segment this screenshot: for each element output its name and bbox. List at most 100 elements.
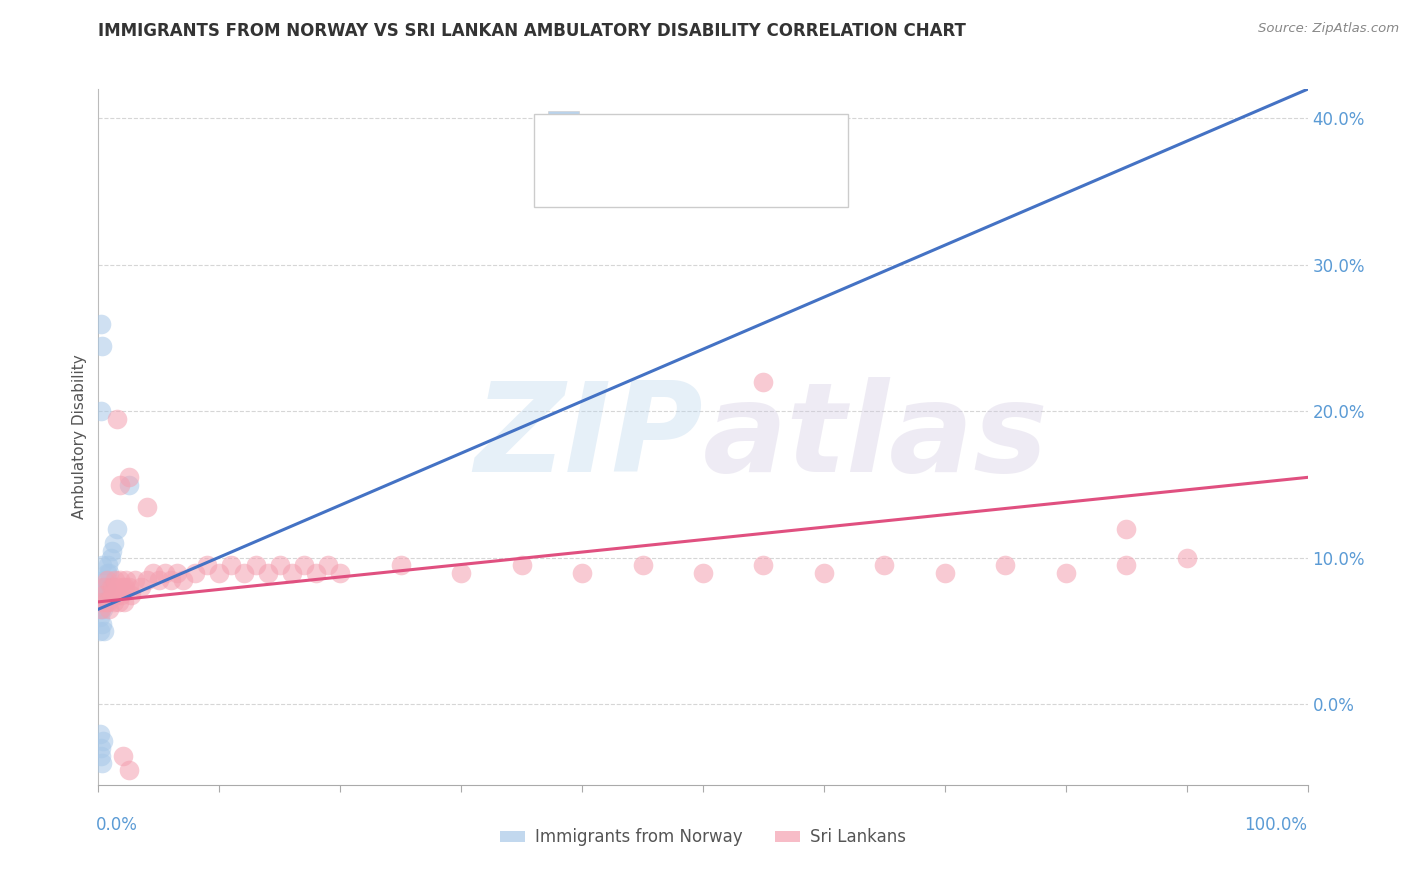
Point — [110, 588, 132, 602]
Point — [256, 566, 278, 580]
Point — [114, 580, 136, 594]
Point — [93, 624, 115, 639]
Point — [91, 595, 114, 609]
Point — [752, 375, 775, 389]
Point — [172, 573, 194, 587]
Point — [153, 566, 176, 580]
Point — [91, 580, 114, 594]
Point — [316, 558, 339, 573]
Point — [105, 411, 128, 425]
Point — [160, 573, 183, 587]
Point — [112, 595, 135, 609]
Text: R = 0.442   N = 68: R = 0.442 N = 68 — [588, 160, 772, 178]
Point — [148, 573, 170, 587]
Point — [292, 558, 315, 573]
Point — [96, 566, 118, 580]
Point — [98, 602, 121, 616]
Point — [94, 595, 117, 609]
Point — [90, 741, 112, 756]
Point — [389, 558, 412, 573]
Point — [305, 566, 328, 580]
Point — [994, 558, 1017, 573]
Point — [90, 404, 112, 418]
Point — [208, 566, 231, 580]
Point — [93, 580, 115, 594]
Text: 100.0%: 100.0% — [1244, 816, 1308, 834]
Point — [91, 558, 114, 573]
Point — [1115, 522, 1137, 536]
Point — [100, 543, 122, 558]
Point — [98, 566, 121, 580]
Point — [90, 602, 112, 616]
Point — [166, 566, 188, 580]
Point — [90, 602, 112, 616]
Point — [90, 317, 112, 331]
Point — [105, 522, 128, 536]
Point — [108, 595, 131, 609]
Point — [108, 477, 131, 491]
Point — [221, 558, 243, 573]
Point — [90, 748, 112, 763]
Point — [115, 573, 138, 587]
Point — [108, 573, 131, 587]
Point — [118, 580, 141, 594]
Point — [96, 573, 118, 587]
Y-axis label: Ambulatory Disability: Ambulatory Disability — [72, 355, 87, 519]
Point — [631, 558, 654, 573]
Point — [101, 580, 124, 594]
Point — [142, 566, 165, 580]
Point — [1054, 566, 1077, 580]
Point — [752, 558, 775, 573]
Point — [91, 602, 114, 616]
Point — [118, 477, 141, 491]
Point — [91, 588, 114, 602]
Point — [105, 588, 128, 602]
Point — [329, 566, 352, 580]
Point — [281, 566, 304, 580]
Text: ZIP: ZIP — [474, 376, 703, 498]
Point — [934, 566, 956, 580]
Point — [510, 558, 533, 573]
Point — [100, 550, 122, 565]
Point — [111, 580, 134, 594]
Point — [129, 580, 152, 594]
Point — [184, 566, 207, 580]
Point — [107, 580, 129, 594]
Text: R = 0.793   N = 28: R = 0.793 N = 28 — [588, 120, 772, 137]
Point — [245, 558, 267, 573]
Point — [89, 727, 111, 741]
Point — [269, 558, 291, 573]
Point — [89, 624, 111, 639]
Point — [100, 588, 122, 602]
Point — [91, 616, 114, 631]
Point — [94, 580, 117, 594]
Text: Source: ZipAtlas.com: Source: ZipAtlas.com — [1258, 22, 1399, 36]
Point — [103, 536, 125, 550]
Point — [89, 609, 111, 624]
Point — [91, 338, 114, 352]
Point — [232, 566, 254, 580]
Point — [124, 573, 146, 587]
Text: 0.0%: 0.0% — [96, 816, 138, 834]
Point — [91, 756, 114, 770]
Point — [692, 566, 714, 580]
Point — [571, 566, 593, 580]
Point — [104, 573, 127, 587]
Point — [111, 748, 134, 763]
Point — [103, 595, 125, 609]
Point — [813, 566, 835, 580]
Text: atlas: atlas — [703, 376, 1049, 498]
Point — [450, 566, 472, 580]
Text: IMMIGRANTS FROM NORWAY VS SRI LANKAN AMBULATORY DISABILITY CORRELATION CHART: IMMIGRANTS FROM NORWAY VS SRI LANKAN AMB… — [98, 22, 966, 40]
Point — [90, 595, 112, 609]
Point — [195, 558, 218, 573]
Point — [120, 588, 142, 602]
Point — [91, 734, 114, 748]
Point — [100, 580, 122, 594]
Point — [118, 470, 141, 484]
Point — [118, 764, 141, 778]
Point — [1115, 558, 1137, 573]
Legend: Immigrants from Norway, Sri Lankans: Immigrants from Norway, Sri Lankans — [494, 822, 912, 853]
Point — [135, 573, 157, 587]
Point — [90, 588, 112, 602]
